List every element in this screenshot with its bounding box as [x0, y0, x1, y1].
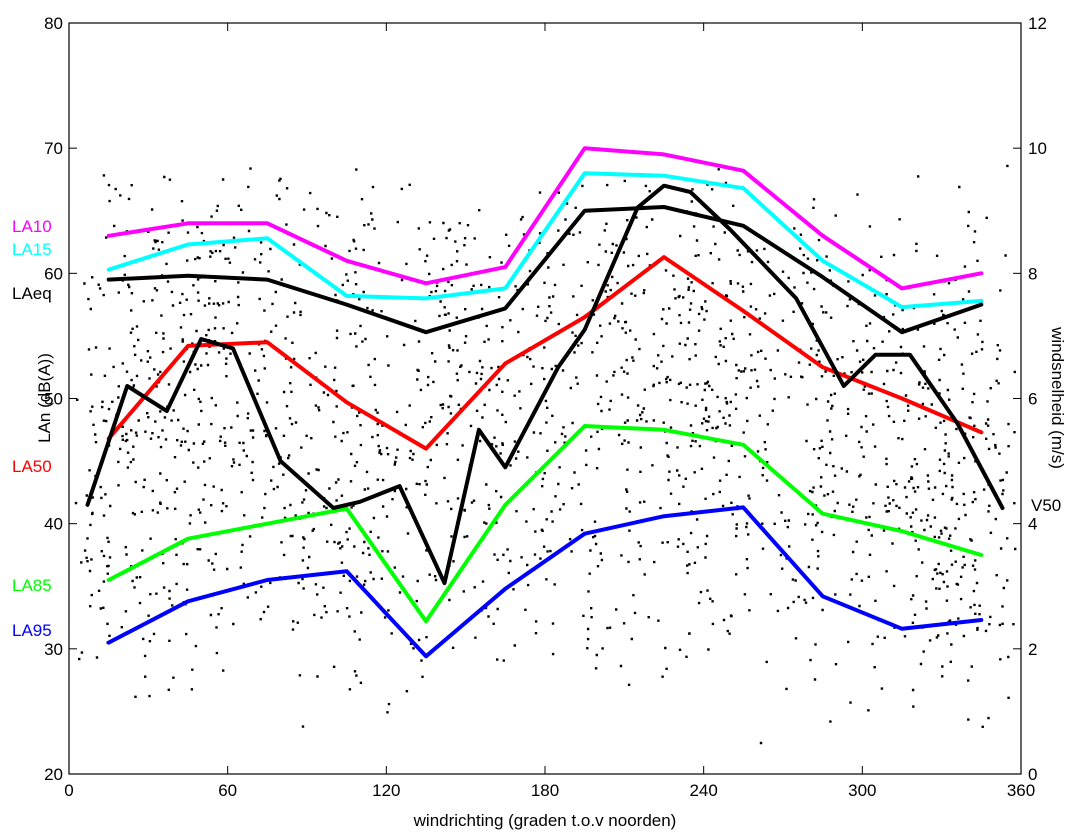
series-line-la15	[106, 171, 984, 310]
series-line-v50	[85, 183, 1005, 586]
x-axis-label: windrichting (graden t.o.v noorden)	[413, 811, 677, 830]
series-line-la10	[106, 146, 984, 291]
x-tick-label: 120	[372, 781, 400, 800]
x-tick-label: 240	[689, 781, 717, 800]
y-axis-label: LAn (dB(A))	[35, 353, 54, 443]
label-la15: LA15	[12, 240, 52, 259]
y-tick-label: 60	[44, 264, 63, 283]
label-laeq: LAeq	[12, 284, 52, 303]
x-tick-label: 0	[64, 781, 73, 800]
y-ticks: 20 30 40 50 60 70 80	[44, 14, 77, 784]
y2-tick-label: 6	[1028, 390, 1037, 409]
y-tick-label: 20	[44, 765, 63, 784]
label-v50: V50	[1031, 496, 1061, 515]
y2-tick-label: 4	[1028, 515, 1037, 534]
label-la10: LA10	[12, 217, 52, 236]
series-layer	[85, 146, 1005, 659]
y-tick-label: 70	[44, 139, 63, 158]
y-tick-label: 40	[44, 515, 63, 534]
y2-tick-label: 0	[1028, 765, 1037, 784]
y-tick-label: 30	[44, 640, 63, 659]
y2-tick-label: 10	[1028, 139, 1047, 158]
scatter-layer	[74, 164, 1017, 745]
y-tick-label: 50	[44, 390, 63, 409]
y2-tick-label: 8	[1028, 264, 1037, 283]
y2-axis-label: windsnelheid (m/s)	[1048, 326, 1067, 469]
series-line-laeq	[106, 205, 984, 335]
y-tick-label: 80	[44, 14, 63, 33]
label-la50: LA50	[12, 457, 52, 476]
x-tick-label: 360	[1007, 781, 1035, 800]
y2-tick-label: 2	[1028, 640, 1037, 659]
x-tick-label: 300	[848, 781, 876, 800]
y2-tick-label: 12	[1028, 14, 1047, 33]
label-la95: LA95	[12, 621, 52, 640]
scatter-points	[74, 164, 1017, 745]
x-ticks: 0 60 120 180 240 300 360	[64, 23, 1035, 800]
x-tick-label: 60	[218, 781, 237, 800]
y2-ticks: 0 2 4 6 8 10 12	[1013, 14, 1047, 784]
series-line-la95	[106, 505, 984, 659]
series-line-la50	[106, 255, 984, 451]
x-tick-label: 180	[531, 781, 559, 800]
label-la85: LA85	[12, 576, 52, 595]
series-line-la85	[106, 424, 984, 624]
